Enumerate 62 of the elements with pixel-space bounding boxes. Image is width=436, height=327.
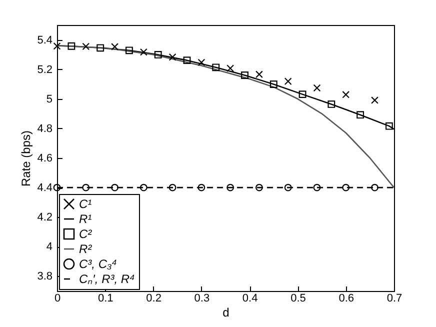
point: [313, 84, 321, 92]
point: [356, 111, 364, 119]
point: [371, 184, 378, 192]
y-tick-label: 4: [46, 241, 52, 254]
point: [255, 70, 263, 78]
point: [82, 184, 90, 192]
x-tick-label: 0.2: [146, 292, 162, 304]
point: [82, 42, 90, 50]
x-tick-label: 0.5: [290, 292, 306, 304]
y-tick-label: 5: [46, 93, 52, 106]
point: [198, 184, 206, 192]
point: [126, 46, 133, 54]
y-axis-title: Rate (bps): [19, 130, 34, 187]
point: [111, 184, 118, 192]
y-tick-label: 5.4: [37, 34, 52, 46]
point: [226, 64, 234, 72]
legend-label: C³, C₃⁴: [79, 257, 117, 271]
point: [255, 184, 263, 192]
legend-label: C²: [79, 227, 93, 241]
point: [342, 90, 350, 98]
point: [183, 56, 191, 64]
y-tick-label: 3.8: [37, 270, 52, 283]
legend-label: R¹: [79, 212, 92, 226]
point: [111, 43, 118, 50]
point: [226, 184, 234, 192]
x-tick-label: 0.6: [338, 292, 354, 304]
point: [241, 72, 248, 79]
point: [298, 90, 306, 98]
x-tick-label: 0.4: [242, 292, 258, 304]
x-tick-label: 0.3: [194, 292, 210, 304]
x-tick-label: 0.7: [386, 292, 402, 304]
point: [371, 96, 378, 104]
legend-label: R²: [79, 242, 93, 256]
y-tick-label: 5.2: [37, 64, 52, 76]
point: [342, 184, 350, 192]
point: [168, 53, 176, 61]
point: [328, 100, 336, 108]
x-tick-label: 0.1: [98, 292, 114, 304]
point: [168, 184, 176, 192]
point: [140, 184, 148, 192]
y-tick-label: 4.6: [37, 152, 52, 164]
point: [53, 42, 61, 50]
point: [284, 184, 292, 192]
line-series: [57, 45, 394, 188]
point: [270, 80, 278, 88]
legend-label: C¹: [79, 197, 92, 211]
point: [212, 64, 220, 72]
y-tick-label: 4.2: [37, 212, 52, 224]
point: [68, 42, 76, 50]
y-tick-label: 4.4: [37, 182, 52, 194]
legend-label: Cₙ′, R³, R⁴: [79, 272, 135, 286]
point: [313, 184, 321, 192]
point: [140, 48, 148, 56]
point: [284, 78, 292, 86]
point: [385, 122, 393, 130]
y-tick-label: 4.8: [37, 122, 52, 135]
x-tick-label: 0: [54, 292, 61, 304]
point: [154, 50, 162, 58]
point: [96, 44, 104, 52]
point: [198, 58, 206, 66]
point: [53, 184, 61, 192]
x-axis-title: d: [222, 306, 230, 320]
